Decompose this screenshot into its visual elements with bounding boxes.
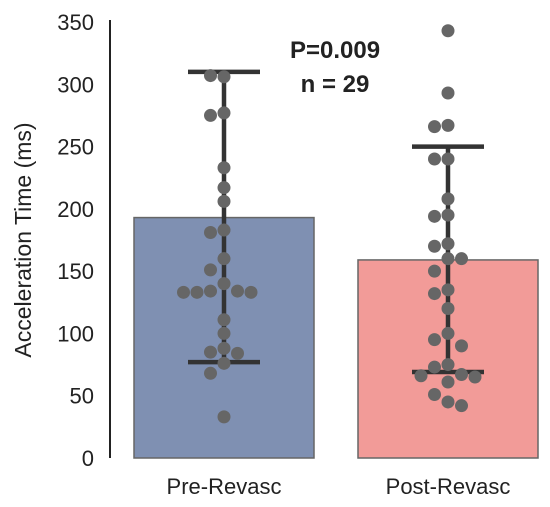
data-point	[217, 194, 231, 208]
data-point	[204, 284, 217, 298]
data-point	[441, 358, 455, 372]
data-point	[217, 161, 231, 175]
data-point	[428, 360, 441, 374]
data-point	[217, 313, 231, 327]
x-tick-label: Pre-Revasc	[167, 474, 282, 499]
data-point	[441, 252, 455, 266]
data-point	[217, 356, 231, 370]
data-point	[217, 341, 231, 355]
data-point	[441, 192, 455, 206]
data-point	[428, 209, 441, 223]
data-point	[428, 287, 441, 301]
data-point	[428, 333, 441, 347]
data-point	[217, 223, 231, 237]
data-point	[217, 70, 231, 84]
data-point	[177, 285, 190, 299]
data-point	[217, 410, 231, 424]
data-point	[204, 69, 217, 83]
data-point	[217, 106, 231, 120]
data-point	[441, 237, 455, 251]
data-point	[204, 345, 217, 359]
data-point	[217, 277, 231, 291]
data-point	[204, 226, 217, 240]
data-point	[217, 181, 231, 195]
data-point	[441, 375, 455, 389]
data-point	[190, 285, 204, 299]
data-point	[441, 24, 455, 38]
data-point	[204, 263, 217, 277]
data-point	[428, 264, 441, 278]
data-point	[414, 369, 428, 383]
y-tick-label: 300	[57, 72, 94, 97]
data-point	[441, 118, 455, 132]
data-point	[231, 346, 244, 360]
data-point	[428, 387, 441, 401]
data-point	[217, 326, 231, 340]
y-tick-label: 100	[57, 321, 94, 346]
data-point	[455, 368, 468, 382]
data-point	[441, 152, 455, 166]
data-point	[468, 370, 482, 384]
y-axis-label: Acceleration Time (ms)	[10, 122, 36, 357]
y-tick-label: 0	[82, 446, 94, 471]
data-point	[428, 120, 441, 134]
y-tick-label: 200	[57, 197, 94, 222]
data-point	[428, 239, 441, 253]
data-point	[441, 283, 455, 297]
data-point	[204, 108, 217, 122]
y-tick-label: 50	[70, 384, 94, 409]
data-point	[204, 366, 217, 380]
p-value-annotation: P=0.009	[290, 37, 380, 64]
data-point	[428, 152, 441, 166]
data-point	[441, 326, 455, 340]
data-point	[441, 395, 455, 409]
y-tick-label: 250	[57, 135, 94, 160]
data-point	[441, 86, 455, 100]
data-point	[455, 399, 468, 413]
data-point	[441, 302, 455, 316]
sample-size-annotation: n = 29	[301, 71, 370, 98]
data-point	[441, 208, 455, 222]
data-point	[231, 284, 244, 298]
y-tick-label: 350	[57, 10, 94, 35]
data-point	[455, 339, 468, 353]
data-point	[217, 252, 231, 266]
y-tick-label: 150	[57, 259, 94, 284]
x-tick-label: Post-Revasc	[386, 474, 511, 499]
data-point	[244, 285, 258, 299]
data-point	[455, 252, 468, 266]
